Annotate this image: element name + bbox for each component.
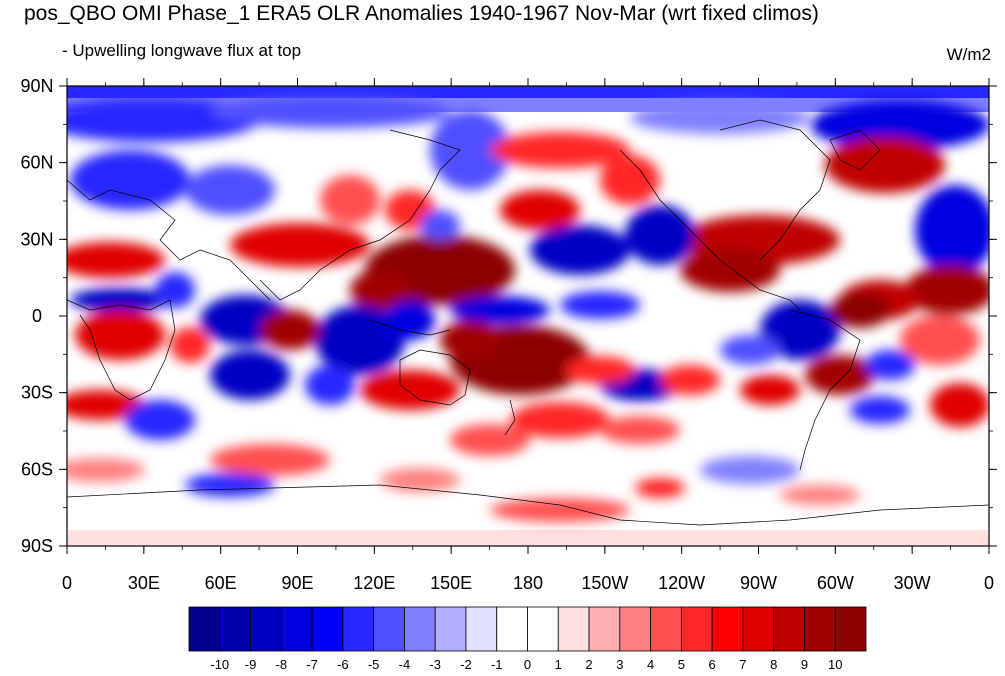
map-title: pos_QBO OMI Phase_1 ERA5 OLR Anomalies 1… — [24, 2, 819, 25]
lat-label: 90S — [21, 536, 53, 556]
lat-label: 60S — [21, 459, 53, 479]
colorbar-swatch — [711, 606, 744, 652]
units-label: W/m2 — [946, 45, 991, 64]
colorbar-swatch — [342, 606, 375, 652]
colorbar-swatch — [188, 606, 221, 652]
colorbar-swatch — [742, 606, 775, 652]
coastlines — [67, 119, 989, 526]
colorbar-swatch — [465, 606, 498, 652]
colorbar-label: -8 — [276, 657, 288, 672]
colorbar-swatch — [588, 606, 621, 652]
lon-label: 30E — [128, 573, 160, 593]
colorbar-label: 4 — [647, 657, 654, 672]
colorbar-swatch — [434, 606, 467, 652]
colorbar-label: -10 — [210, 657, 229, 672]
lon-label: 120W — [658, 573, 705, 593]
colorbar-label: 6 — [709, 657, 716, 672]
colorbar-label: -4 — [399, 657, 411, 672]
anomaly-field — [67, 86, 989, 546]
colorbar-label: -6 — [337, 657, 349, 672]
axis-ticks: 90N 60N 30N 0 30S 60S 90S 0 30E 60E 90E 120E 150E 180… — [20, 76, 997, 593]
colorbar-swatch — [219, 606, 251, 652]
colorbar-swatch — [280, 606, 313, 652]
colorbar-swatch — [557, 606, 590, 652]
lon-label: 60W — [817, 573, 854, 593]
colorbar-label: 7 — [739, 657, 746, 672]
lon-label: 120E — [353, 573, 395, 593]
colorbar-swatch — [373, 606, 405, 652]
colorbar-label: 5 — [678, 657, 685, 672]
map-subtitle: - Upwelling longwave flux at top — [62, 41, 302, 60]
lon-label: 90W — [740, 573, 777, 593]
lon-label: 150W — [581, 573, 628, 593]
colorbar-label: 10 — [828, 657, 842, 672]
colorbar-swatch — [311, 606, 344, 652]
lat-label: 30N — [20, 229, 53, 249]
colorbar-label: -2 — [460, 657, 472, 672]
lat-label: 60N — [20, 153, 53, 173]
colorbar-label: 8 — [770, 657, 777, 672]
lat-label: 30S — [21, 383, 53, 403]
colorbar-label: 9 — [801, 657, 808, 672]
colorbar-swatch — [404, 606, 436, 652]
colorbar-swatch — [496, 606, 528, 652]
lon-label: 180 — [513, 573, 543, 593]
colorbar-swatch — [527, 606, 559, 652]
colorbar-label: 1 — [555, 657, 562, 672]
colorbar-label: -7 — [306, 657, 318, 672]
colorbar-swatch — [680, 606, 713, 652]
lon-label: 0 — [62, 573, 72, 593]
colorbar-swatch — [650, 606, 682, 652]
colorbar-label: -1 — [491, 657, 503, 672]
lon-label: 0 — [984, 573, 994, 593]
lon-label: 30W — [894, 573, 931, 593]
lon-label: 150E — [430, 573, 472, 593]
colorbar-swatch — [250, 606, 282, 652]
colorbar-label: 0 — [524, 657, 531, 672]
lon-label: 60E — [205, 573, 237, 593]
colorbar-swatch — [804, 606, 836, 652]
colorbar: -10 -9 -8 -7 -6 -5 -4 -3 -2 -1 0 1 2 3 4 5 6 7 8 9 10 — [188, 606, 867, 672]
colorbar-swatch — [834, 606, 867, 652]
lat-label: 0 — [32, 306, 42, 326]
colorbar-label: 2 — [585, 657, 592, 672]
colorbar-label: -9 — [245, 657, 257, 672]
lon-label: 90E — [281, 573, 313, 593]
colorbar-label: -5 — [368, 657, 380, 672]
colorbar-swatch — [619, 606, 651, 652]
colorbar-label: -3 — [429, 657, 441, 672]
colorbar-swatch — [773, 606, 805, 652]
colorbar-label: 3 — [616, 657, 623, 672]
lat-label: 90N — [20, 76, 53, 96]
